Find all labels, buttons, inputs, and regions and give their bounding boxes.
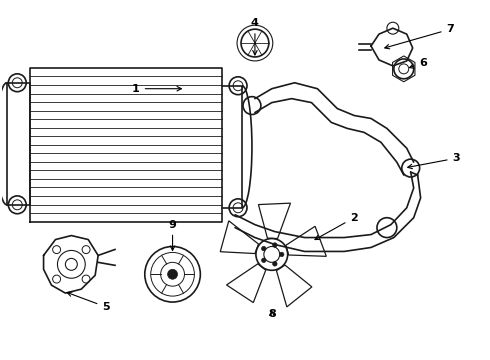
- Circle shape: [262, 258, 266, 262]
- Circle shape: [272, 243, 277, 247]
- Circle shape: [279, 252, 284, 257]
- Text: 9: 9: [169, 220, 176, 251]
- Text: 8: 8: [268, 309, 276, 319]
- Text: 5: 5: [67, 292, 110, 312]
- Circle shape: [168, 269, 177, 279]
- Text: 4: 4: [251, 18, 259, 55]
- Circle shape: [272, 262, 277, 266]
- Text: 6: 6: [410, 58, 428, 68]
- Text: 1: 1: [132, 84, 181, 94]
- Text: 7: 7: [385, 24, 454, 49]
- Circle shape: [262, 246, 266, 251]
- Text: 3: 3: [408, 153, 460, 169]
- Text: 2: 2: [315, 213, 358, 239]
